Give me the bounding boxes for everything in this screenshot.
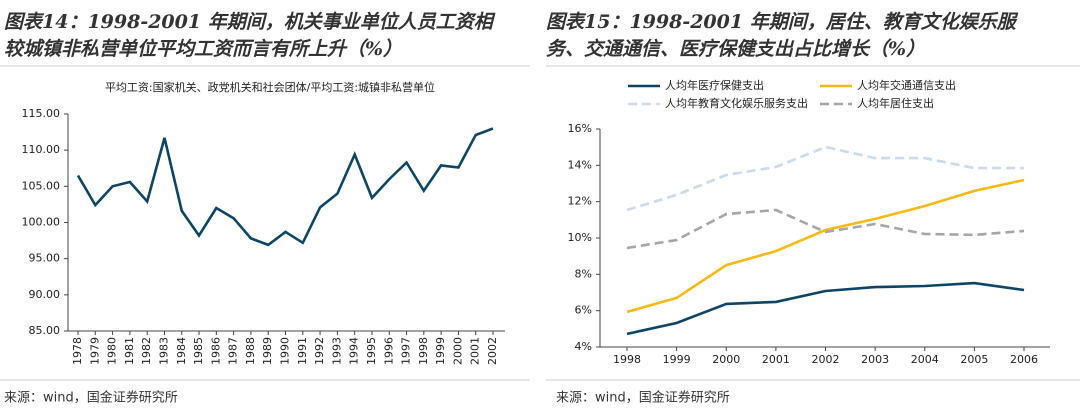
legend-label: 人均年教育文化娱乐服务支出 xyxy=(665,96,808,110)
source: 来源：wind，国金证券研究所 xyxy=(556,390,730,406)
x-tick-label: 2005 xyxy=(960,353,988,366)
x-tick-label: 1979 xyxy=(88,337,101,365)
x-tick-label: 1984 xyxy=(175,337,188,365)
x-tick-label: 2006 xyxy=(1010,353,1038,366)
y-tick-label: 85.00 xyxy=(29,324,61,337)
x-tick-label: 1995 xyxy=(365,337,378,365)
source: 来源：wind，国金证券研究所 xyxy=(4,390,178,406)
x-tick-label: 1990 xyxy=(279,337,292,365)
y-tick-label: 14% xyxy=(568,158,592,171)
y-tick-label: 4% xyxy=(575,340,592,353)
x-tick-label: 1998 xyxy=(417,337,430,365)
x-tick-label: 2000 xyxy=(712,353,740,366)
series-line xyxy=(626,281,1025,336)
x-tick-label: 1998 xyxy=(613,353,641,366)
y-tick-label: 95.00 xyxy=(29,252,61,265)
series-line xyxy=(76,127,494,247)
x-tick-label: 2002 xyxy=(812,353,840,366)
x-tick-label: 1980 xyxy=(106,337,119,365)
y-tick-label: 16% xyxy=(568,122,592,135)
series-line xyxy=(626,145,1024,212)
series-line xyxy=(626,178,1025,314)
y-tick-label: 6% xyxy=(575,304,592,317)
y-tick-label: 110.00 xyxy=(22,143,61,156)
chart-title: 图表15：1998-2001 年期间，居住、教育文化娱乐服 xyxy=(546,11,1019,33)
y-tick-label: 90.00 xyxy=(29,288,61,301)
x-tick-label: 1991 xyxy=(296,337,309,365)
x-tick-label: 1978 xyxy=(71,337,84,365)
x-tick-label: 2001 xyxy=(762,353,790,366)
y-tick-label: 105.00 xyxy=(22,179,61,192)
y-tick-label: 8% xyxy=(575,267,592,280)
chart-subtitle: 平均工资:国家机关、政党机关和社会团体/平均工资:城镇非私营单位 xyxy=(105,80,435,94)
series-line xyxy=(626,208,1025,250)
x-tick-label: 1994 xyxy=(348,337,361,365)
x-tick-label: 1992 xyxy=(313,337,326,365)
x-tick-label: 1989 xyxy=(261,337,274,365)
x-tick-label: 2003 xyxy=(861,353,889,366)
legend-label: 人均年交通通信支出 xyxy=(857,78,956,92)
x-tick-label: 1987 xyxy=(227,337,240,365)
x-tick-label: 1988 xyxy=(244,337,257,365)
x-tick-label: 2001 xyxy=(469,337,482,365)
chart-title: 务、交通通信、医疗保健支出占比增长（%） xyxy=(546,38,925,60)
x-tick-label: 1997 xyxy=(400,337,413,365)
x-tick-label: 2002 xyxy=(486,337,499,365)
legend-label: 人均年医疗保健支出 xyxy=(665,78,764,92)
y-tick-label: 115.00 xyxy=(22,107,61,120)
y-tick-label: 12% xyxy=(568,195,592,208)
legend-label: 人均年居住支出 xyxy=(857,96,934,110)
y-tick-label: 10% xyxy=(568,231,592,244)
x-tick-label: 1982 xyxy=(140,337,153,365)
chart-title: 较城镇非私营单位平均工资而言有所上升（%） xyxy=(4,38,402,60)
x-tick-label: 1993 xyxy=(330,337,343,365)
x-tick-label: 1985 xyxy=(192,337,205,365)
y-tick-label: 100.00 xyxy=(22,216,61,229)
x-tick-label: 1981 xyxy=(123,337,136,365)
x-tick-label: 1996 xyxy=(382,337,395,365)
x-tick-label: 2004 xyxy=(911,353,939,366)
x-tick-label: 1986 xyxy=(209,337,222,365)
x-tick-label: 1983 xyxy=(157,337,170,365)
x-tick-label: 2000 xyxy=(451,337,464,365)
x-tick-label: 1999 xyxy=(434,337,447,365)
x-tick-label: 1999 xyxy=(663,353,691,366)
chart-title: 图表14：1998-2001 年期间，机关事业单位人员工资相 xyxy=(4,11,496,33)
